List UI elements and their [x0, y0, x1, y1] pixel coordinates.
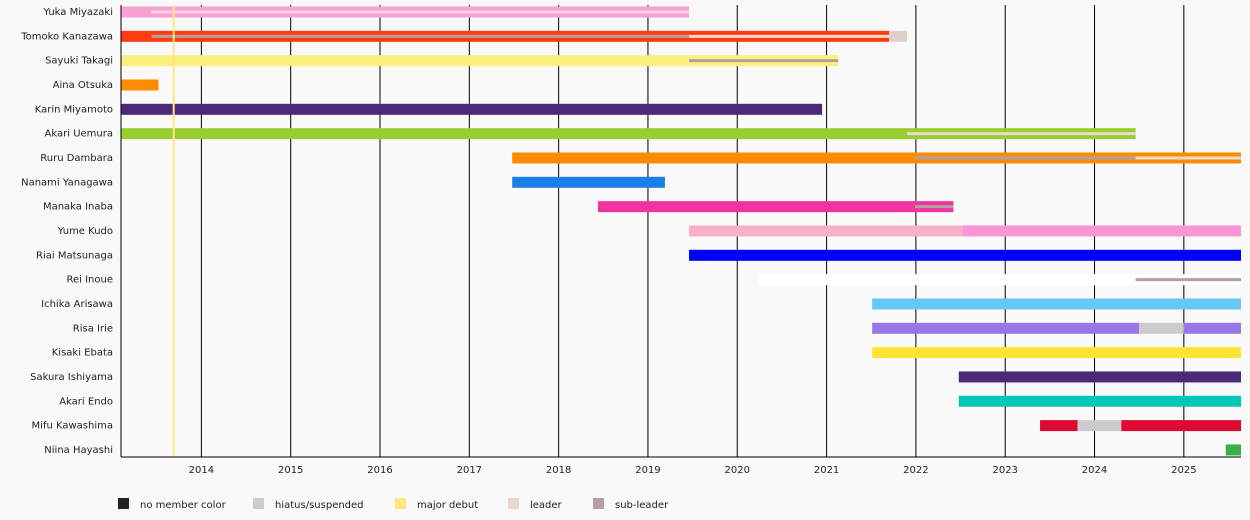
member-bar	[958, 371, 1241, 383]
member-bar	[1225, 444, 1241, 456]
role-line	[151, 10, 690, 14]
member-bar	[872, 322, 1140, 334]
row-label: Kisaki Ebata	[52, 348, 113, 359]
legend-swatch	[253, 498, 264, 509]
member-bar	[962, 225, 1241, 237]
member-bar	[1139, 322, 1184, 334]
row-label: Manaka Inaba	[43, 202, 113, 213]
member-bar	[689, 249, 1241, 261]
legend-swatch	[395, 498, 406, 509]
member-bar	[889, 30, 907, 42]
row-label: Sayuki Takagi	[45, 56, 113, 67]
member-bar	[512, 176, 665, 188]
x-tick-label: 2020	[725, 465, 750, 476]
x-tick-label: 2025	[1171, 465, 1196, 476]
row-label: Ruru Dambara	[40, 153, 113, 164]
legend-label: no member color	[140, 500, 227, 511]
x-tick-label: 2015	[278, 465, 303, 476]
row-label: Niina Hayashi	[44, 445, 113, 456]
legend-label: leader	[530, 500, 563, 511]
member-bar	[121, 55, 839, 67]
member-bar	[121, 79, 159, 91]
legend-swatch	[118, 498, 129, 509]
member-bar	[872, 298, 1241, 310]
legend-label: major debut	[417, 500, 478, 511]
member-bar	[758, 274, 1241, 286]
member-bar	[1077, 420, 1122, 432]
x-tick-label: 2021	[814, 465, 839, 476]
row-label: Karin Miyamoto	[35, 104, 113, 115]
member-bar	[1121, 420, 1241, 432]
x-tick-label: 2022	[903, 465, 928, 476]
role-line	[906, 132, 1136, 136]
x-tick-label: 2018	[546, 465, 571, 476]
row-label: Rei Inoue	[66, 275, 113, 286]
member-bar	[958, 395, 1241, 407]
member-bar	[121, 103, 823, 115]
legend-swatch	[593, 498, 604, 509]
x-tick-label: 2023	[992, 465, 1017, 476]
legend-label: sub-leader	[615, 500, 669, 511]
member-bar	[689, 225, 963, 237]
role-line	[689, 59, 839, 63]
role-line	[689, 34, 890, 38]
role-line	[151, 34, 690, 38]
row-label: Risa Irie	[73, 323, 113, 334]
row-label: Riai Matsunaga	[36, 250, 113, 261]
legend-label: hiatus/suspended	[275, 500, 364, 511]
row-label: Ichika Arisawa	[41, 299, 113, 310]
row-label: Mifu Kawashima	[32, 421, 113, 432]
x-tick-label: 2019	[635, 465, 660, 476]
row-label: Sakura Ishiyama	[30, 372, 113, 383]
member-bar	[1040, 420, 1078, 432]
role-line	[1135, 278, 1241, 282]
member-bar	[121, 128, 1136, 140]
legend-swatch	[508, 498, 519, 509]
role-line	[1135, 156, 1241, 160]
x-tick-label: 2016	[367, 465, 392, 476]
row-label: Yuka Miyazaki	[42, 7, 113, 18]
row-label: Aina Otsuka	[53, 80, 113, 91]
row-label: Akari Endo	[59, 396, 113, 407]
x-tick-label: 2024	[1082, 465, 1107, 476]
row-label: Yume Kudo	[57, 226, 113, 237]
member-bar	[872, 347, 1241, 359]
member-bar	[597, 201, 954, 213]
x-tick-label: 2017	[457, 465, 482, 476]
member-bar	[512, 152, 1241, 164]
row-label: Tomoko Kanazawa	[20, 31, 113, 42]
x-tick-label: 2014	[189, 465, 214, 476]
member-bar	[1183, 322, 1241, 334]
row-label: Nanami Yanagawa	[21, 177, 113, 188]
role-line	[915, 156, 1136, 160]
row-label: Akari Uemura	[45, 129, 113, 140]
role-line	[915, 205, 954, 209]
